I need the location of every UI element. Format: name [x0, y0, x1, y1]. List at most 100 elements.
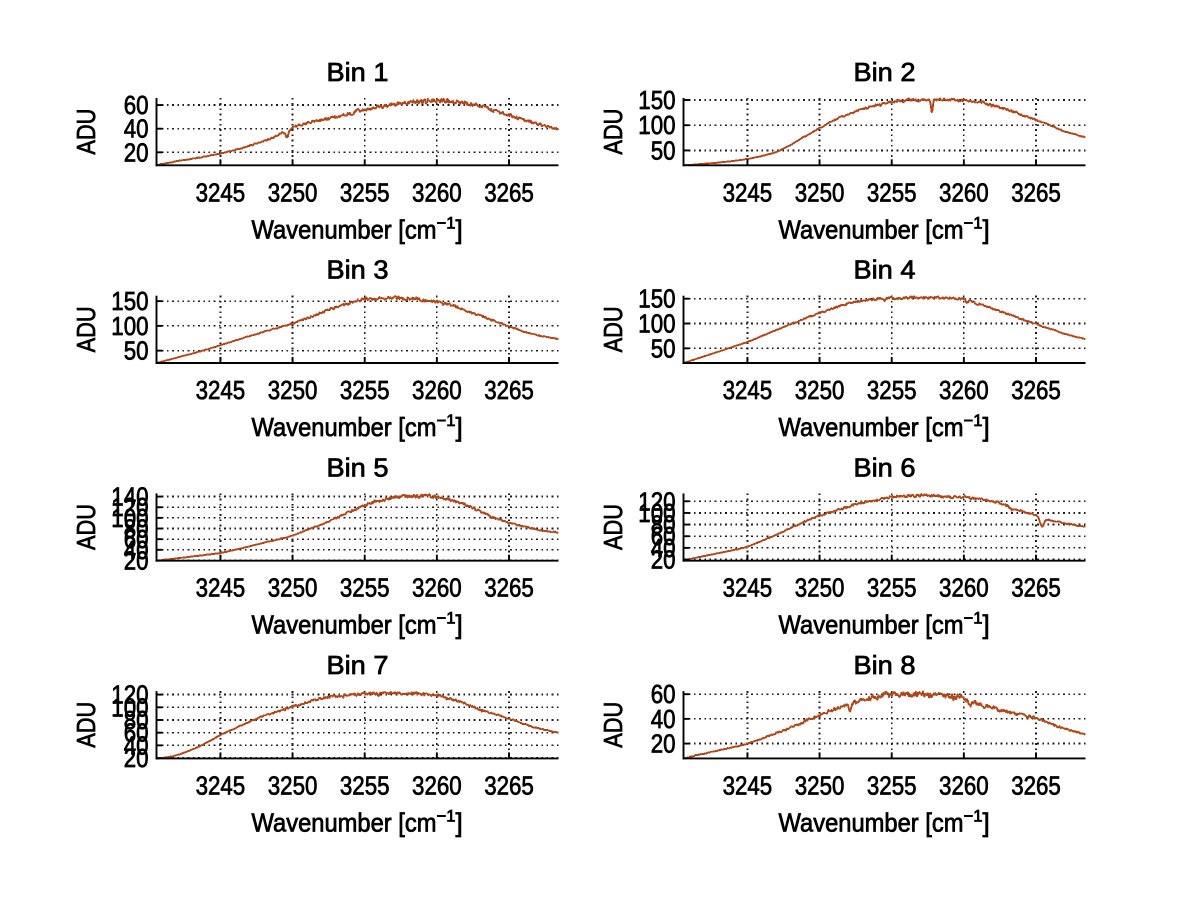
bin-7-grid — [156, 691, 559, 759]
bin-7-y-label: ADU — [71, 702, 101, 748]
bin-3-curve — [156, 295, 559, 364]
bin-2-y-tick-label: 100 — [638, 110, 675, 140]
bin-4-y-label: ADU — [598, 306, 628, 352]
bin-6-y-tick-label: 40 — [651, 533, 676, 563]
bin-4-grid — [683, 295, 1086, 363]
bin-3-title: Bin 3 — [327, 255, 389, 285]
bin-4-y-tick-label: 50 — [651, 333, 676, 363]
bin-3-y-label: ADU — [71, 306, 101, 352]
bin-4-x-tick-label: 3255 — [867, 375, 917, 405]
bin-7-x-label: Wavenumber [cm−1] — [252, 806, 463, 837]
bin-8-y-label: ADU — [598, 702, 628, 748]
bin-6-x-label: Wavenumber [cm−1] — [779, 609, 990, 640]
bin-6-grid — [683, 493, 1086, 561]
bin-3-x-tick-label: 3265 — [484, 375, 534, 405]
bin-2-x-label: Wavenumber [cm−1] — [779, 213, 990, 244]
bin-4-x-label: Wavenumber [cm−1] — [779, 411, 990, 442]
bin-5-y-tick-label: 20 — [124, 545, 149, 575]
bin-6-axes — [682, 493, 1086, 562]
bin-5-y-tick-label: 40 — [124, 535, 149, 565]
bin-6-title: Bin 6 — [854, 452, 916, 482]
bin-5-grid — [156, 493, 559, 562]
bin-7-y-tick-label: 100 — [111, 692, 148, 722]
bin-7-x-tick-label: 3255 — [340, 770, 390, 800]
bin-1-x-label: Wavenumber [cm−1] — [252, 213, 463, 244]
bin-8-x-tick-label: 3245 — [723, 770, 773, 800]
bin-3-axes — [155, 295, 559, 364]
bin-3-y-tick-label: 100 — [111, 311, 148, 341]
bin-8-x-tick-label: 3260 — [939, 770, 989, 800]
bin-7-x-tick-label: 3250 — [268, 770, 318, 800]
bin-5-x-tick-label: 3255 — [340, 573, 390, 603]
bin-8-y-tick-label: 60 — [651, 679, 676, 709]
bin-5-y-tick-label: 80 — [124, 514, 149, 544]
bin-6-x-tick-label: 3245 — [723, 573, 773, 603]
bin-1-y-tick-label: 20 — [124, 137, 149, 167]
bin-4-x-tick-label: 3250 — [795, 375, 845, 405]
bin-7-axes — [155, 691, 559, 760]
bin-5-y-tick-label: 60 — [124, 524, 149, 554]
bin-4-x-tick-label: 3265 — [1011, 375, 1061, 405]
bin-7-x-tick-label: 3265 — [484, 770, 534, 800]
bin-8-x-tick-label: 3250 — [795, 770, 845, 800]
bin-7-curve — [156, 691, 559, 760]
bin-1-x-tick-label: 3250 — [268, 177, 318, 207]
bin-1-y-tick-label: 60 — [124, 90, 149, 120]
bin-1-x-tick-label: 3265 — [484, 177, 534, 207]
bin-4-x-tick-label: 3245 — [723, 375, 773, 405]
bin-3-x-tick-label: 3255 — [340, 375, 390, 405]
subplot-bin-5: Bin 5 3245 3250 3255 3260 3265 204060801001201… — [71, 452, 559, 640]
bin-8-y-tick-label: 40 — [651, 704, 676, 734]
bin-2-y-label: ADU — [598, 109, 628, 155]
bin-8-x-label: Wavenumber [cm−1] — [779, 806, 990, 837]
bin-7-y-tick-label: 60 — [124, 718, 149, 748]
bin-8-x-tick-label: 3265 — [1011, 770, 1061, 800]
bin-5-x-tick-label: 3250 — [268, 573, 318, 603]
bin-2-axes — [682, 98, 1086, 167]
bin-7-y-tick-label: 80 — [124, 705, 149, 735]
bin-1-x-tick-label: 3255 — [340, 177, 390, 207]
bin-5-curve — [156, 493, 559, 562]
bin-4-x-tick-label: 3260 — [939, 375, 989, 405]
bin-4-curve — [683, 295, 1086, 364]
bin-2-y-tick-label: 50 — [651, 135, 676, 165]
bin-5-x-tick-label: 3265 — [484, 573, 534, 603]
bin-5-y-label: ADU — [71, 504, 101, 550]
bin-8-grid — [683, 691, 1086, 759]
bin-6-x-tick-label: 3250 — [795, 573, 845, 603]
bin-1-curve — [156, 97, 559, 167]
bin-6-curve — [682, 493, 1086, 562]
bin-3-x-tick-label: 3260 — [412, 375, 462, 405]
bin-6-y-tick-label: 80 — [651, 510, 676, 540]
bin-2-title: Bin 2 — [854, 57, 916, 87]
bin-1-axes — [155, 98, 559, 167]
bin-5-axes — [155, 493, 559, 562]
bin-2-grid — [683, 98, 1086, 166]
bin-3-y-tick-label: 150 — [111, 286, 148, 316]
bin-6-y-tick-label: 60 — [651, 521, 676, 551]
bin-8-axes — [682, 691, 1086, 760]
bin-7-x-tick-label: 3245 — [196, 770, 246, 800]
bin-2-curve — [683, 97, 1086, 167]
bin-1-title: Bin 1 — [327, 57, 389, 87]
bin-4-y-tick-label: 100 — [638, 309, 675, 339]
bin-4-axes — [682, 295, 1086, 364]
bin-8-curve — [683, 690, 1086, 760]
bin-6-y-tick-label: 100 — [638, 498, 675, 528]
bin-3-x-tick-label: 3245 — [196, 375, 246, 405]
bin-3-grid — [156, 295, 559, 363]
bin-2-y-tick-label: 150 — [638, 85, 675, 115]
bin-5-x-label: Wavenumber [cm−1] — [252, 609, 463, 640]
bin-5-x-tick-label: 3260 — [412, 573, 462, 603]
bin-3-x-tick-label: 3250 — [268, 375, 318, 405]
bin-1-x-tick-label: 3260 — [412, 177, 462, 207]
bin-2-x-tick-label: 3245 — [723, 177, 773, 207]
bin-5-y-tick-label: 120 — [111, 492, 148, 522]
bin-7-x-tick-label: 3260 — [412, 770, 462, 800]
